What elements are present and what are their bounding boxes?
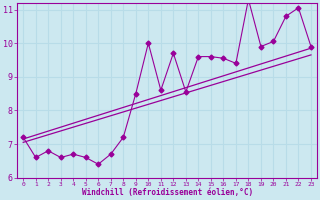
X-axis label: Windchill (Refroidissement éolien,°C): Windchill (Refroidissement éolien,°C): [82, 188, 253, 197]
